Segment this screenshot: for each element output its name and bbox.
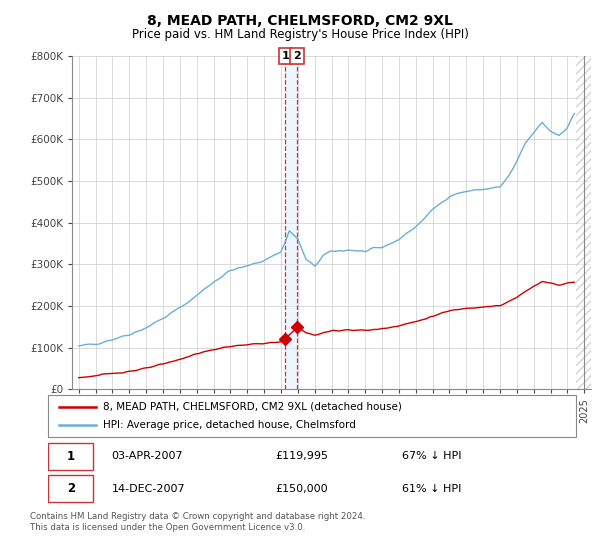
Text: 2: 2 [293, 51, 301, 61]
Text: 1: 1 [281, 51, 289, 61]
Text: 61% ↓ HPI: 61% ↓ HPI [402, 483, 461, 493]
Text: 1: 1 [67, 450, 75, 463]
Text: 14-DEC-2007: 14-DEC-2007 [112, 483, 185, 493]
Text: £150,000: £150,000 [275, 483, 328, 493]
FancyBboxPatch shape [48, 443, 93, 470]
Text: 8, MEAD PATH, CHELMSFORD, CM2 9XL (detached house): 8, MEAD PATH, CHELMSFORD, CM2 9XL (detac… [103, 402, 403, 412]
Bar [285, 56, 297, 389]
FancyBboxPatch shape [48, 475, 93, 502]
Text: HPI: Average price, detached house, Chelmsford: HPI: Average price, detached house, Chel… [103, 420, 356, 430]
Text: 8, MEAD PATH, CHELMSFORD, CM2 9XL: 8, MEAD PATH, CHELMSFORD, CM2 9XL [147, 14, 453, 28]
Text: £119,995: £119,995 [275, 451, 328, 461]
Text: Contains HM Land Registry data © Crown copyright and database right 2024.
This d: Contains HM Land Registry data © Crown c… [30, 512, 365, 532]
Text: 2: 2 [67, 482, 75, 495]
Bar [576, 56, 591, 389]
FancyBboxPatch shape [48, 395, 576, 437]
Text: Price paid vs. HM Land Registry's House Price Index (HPI): Price paid vs. HM Land Registry's House … [131, 28, 469, 41]
Text: 03-APR-2007: 03-APR-2007 [112, 451, 183, 461]
Text: 67% ↓ HPI: 67% ↓ HPI [402, 451, 461, 461]
